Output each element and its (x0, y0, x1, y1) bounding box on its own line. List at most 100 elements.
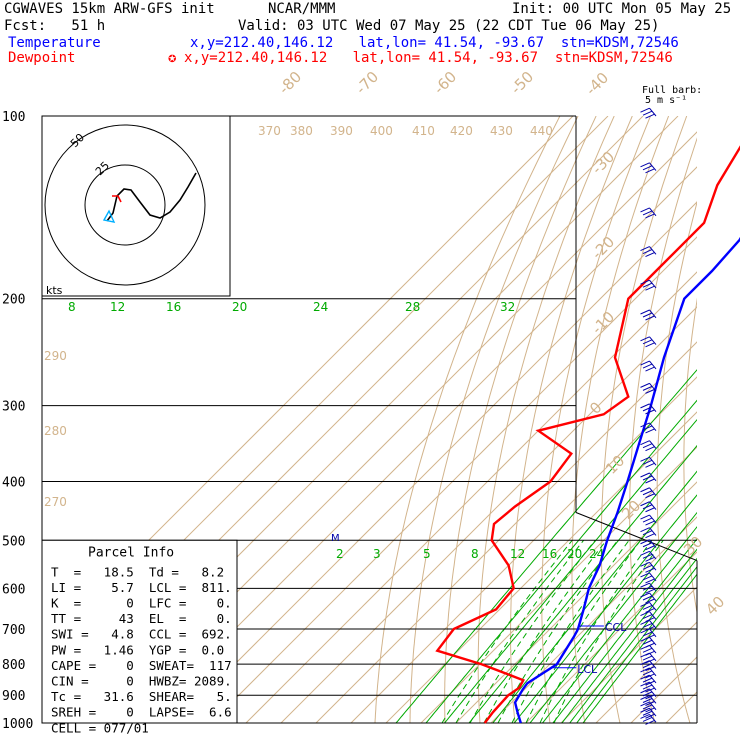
barb-staff (649, 707, 657, 717)
barb-flag (642, 459, 653, 465)
barb-flag (642, 165, 653, 171)
barb-flag (642, 339, 653, 345)
mixing-ratio-line (561, 548, 697, 723)
wind-barb (640, 422, 657, 434)
barb-flag (645, 607, 655, 613)
dry-adiabat (444, 116, 597, 723)
wind-barb (640, 382, 657, 394)
pressure-tick-label: 400 (2, 475, 25, 490)
barb-flag (640, 674, 650, 680)
max-marker: M (331, 533, 340, 544)
temperature-location: x,y=212.40,146.12 lat,lon= 41.54, -93.67… (190, 35, 679, 51)
barb-staff (649, 681, 657, 691)
wind-barbs (640, 107, 657, 725)
barb-flag (640, 695, 650, 700)
barb-staff (649, 539, 657, 548)
mixing-ratio-lines (395, 369, 697, 723)
barb-flag (640, 440, 650, 446)
barb-staff (649, 688, 657, 698)
isotherm-line (525, 551, 697, 723)
barb-flag (645, 315, 655, 321)
hodograph-trace (106, 172, 197, 222)
mixing-ratio-label: 16 (542, 547, 557, 561)
wind-barb (640, 582, 657, 594)
barb-flag (645, 285, 655, 291)
pressure-tick-label: 700 (2, 623, 25, 638)
barb-flag (640, 561, 650, 567)
dry-adiabat (374, 116, 561, 723)
mixing-ratio-label: 24 (313, 300, 328, 314)
isotherm-line (175, 201, 697, 723)
barb-staff (649, 572, 657, 582)
barb-flag (645, 520, 655, 526)
barb-flag (642, 363, 653, 369)
init-time: Init: 00 UTC Mon 05 May 25 (512, 1, 732, 17)
pressure-tick-label: 100 (2, 110, 25, 125)
barb-flag (642, 443, 653, 449)
hodograph-ring-outer (44, 124, 206, 286)
barb-flag (645, 719, 655, 725)
isotherm-label: -10 (588, 308, 618, 338)
barb-flag (642, 663, 653, 669)
barb-staff (649, 527, 657, 536)
barb-flag (640, 681, 650, 687)
barb-flag (645, 342, 655, 348)
dewpoint-location: x,y=212.40,146.12 lat,lon= 41.54, -93.67… (184, 50, 673, 66)
barb-flag (645, 694, 655, 700)
temperature-label: Temperature (8, 35, 101, 51)
mixing-ratio-line (576, 566, 697, 723)
barb-staff (649, 360, 657, 370)
barb-flag (645, 567, 655, 573)
barb-staff (649, 695, 657, 704)
mixing-ratio-label: 24 (589, 547, 604, 561)
mixing-ratio-label: 2 (336, 547, 344, 561)
isotherm-label: 10 (602, 452, 628, 478)
barb-flag (640, 628, 650, 634)
mixing-ratio-line (542, 526, 697, 723)
parcel-title: Parcel Info (88, 545, 174, 560)
moist-adiabat (539, 540, 653, 723)
barb-flag (645, 617, 655, 623)
barb-flag (642, 575, 653, 581)
barb-flag (645, 713, 655, 719)
mixing-ratio-label: 8 (471, 547, 479, 561)
wind-barb (640, 628, 657, 640)
barb-flag (640, 701, 650, 707)
barb-staff (649, 636, 657, 646)
barb-staff (649, 457, 657, 466)
barb-flag (640, 527, 650, 533)
barb-staff (649, 383, 657, 392)
parcel-info-box: Parcel Info T = 18.5 Td = 8.2LI = 5.7 LCL… (41, 539, 238, 735)
theta-label: 390 (330, 124, 353, 138)
isotherm-line (315, 341, 697, 723)
parcel-row: TT = 43 EL = 0. (51, 611, 232, 626)
hodograph-units: kts (46, 284, 63, 297)
mixing-ratio-label: 12 (110, 300, 125, 314)
barb-staff (649, 620, 657, 629)
parcel-row: SWI = 4.8 CCL = 692. (51, 627, 232, 642)
barb-staff (649, 562, 657, 571)
isotherm-label: 40 (702, 593, 728, 619)
barb-flag (640, 619, 650, 625)
mixing-ratio-label: 12 (510, 547, 525, 561)
wind-barb (640, 601, 657, 613)
barb-flag (642, 210, 653, 216)
wind-barb (640, 539, 657, 551)
dry-adiabat-lines (374, 116, 697, 723)
barb-flag (642, 110, 653, 116)
dewpoint-profile-line (435, 145, 740, 724)
sounding-profiles: CCL LCL (435, 145, 740, 724)
wind-barb (640, 561, 657, 573)
dry-adiabat (629, 137, 697, 723)
parcel-row: LI = 5.7 LCL = 811. (51, 580, 232, 595)
wind-barb (640, 472, 657, 484)
wind-barb (640, 688, 657, 700)
wind-barb (640, 667, 657, 679)
barb-flag (640, 539, 650, 545)
barb-flag (645, 446, 655, 452)
wind-barb (640, 611, 657, 623)
barb-staff (649, 628, 657, 638)
barb-flag (640, 382, 650, 388)
barb-flag (642, 710, 653, 716)
hodograph-trace-low (112, 195, 122, 203)
